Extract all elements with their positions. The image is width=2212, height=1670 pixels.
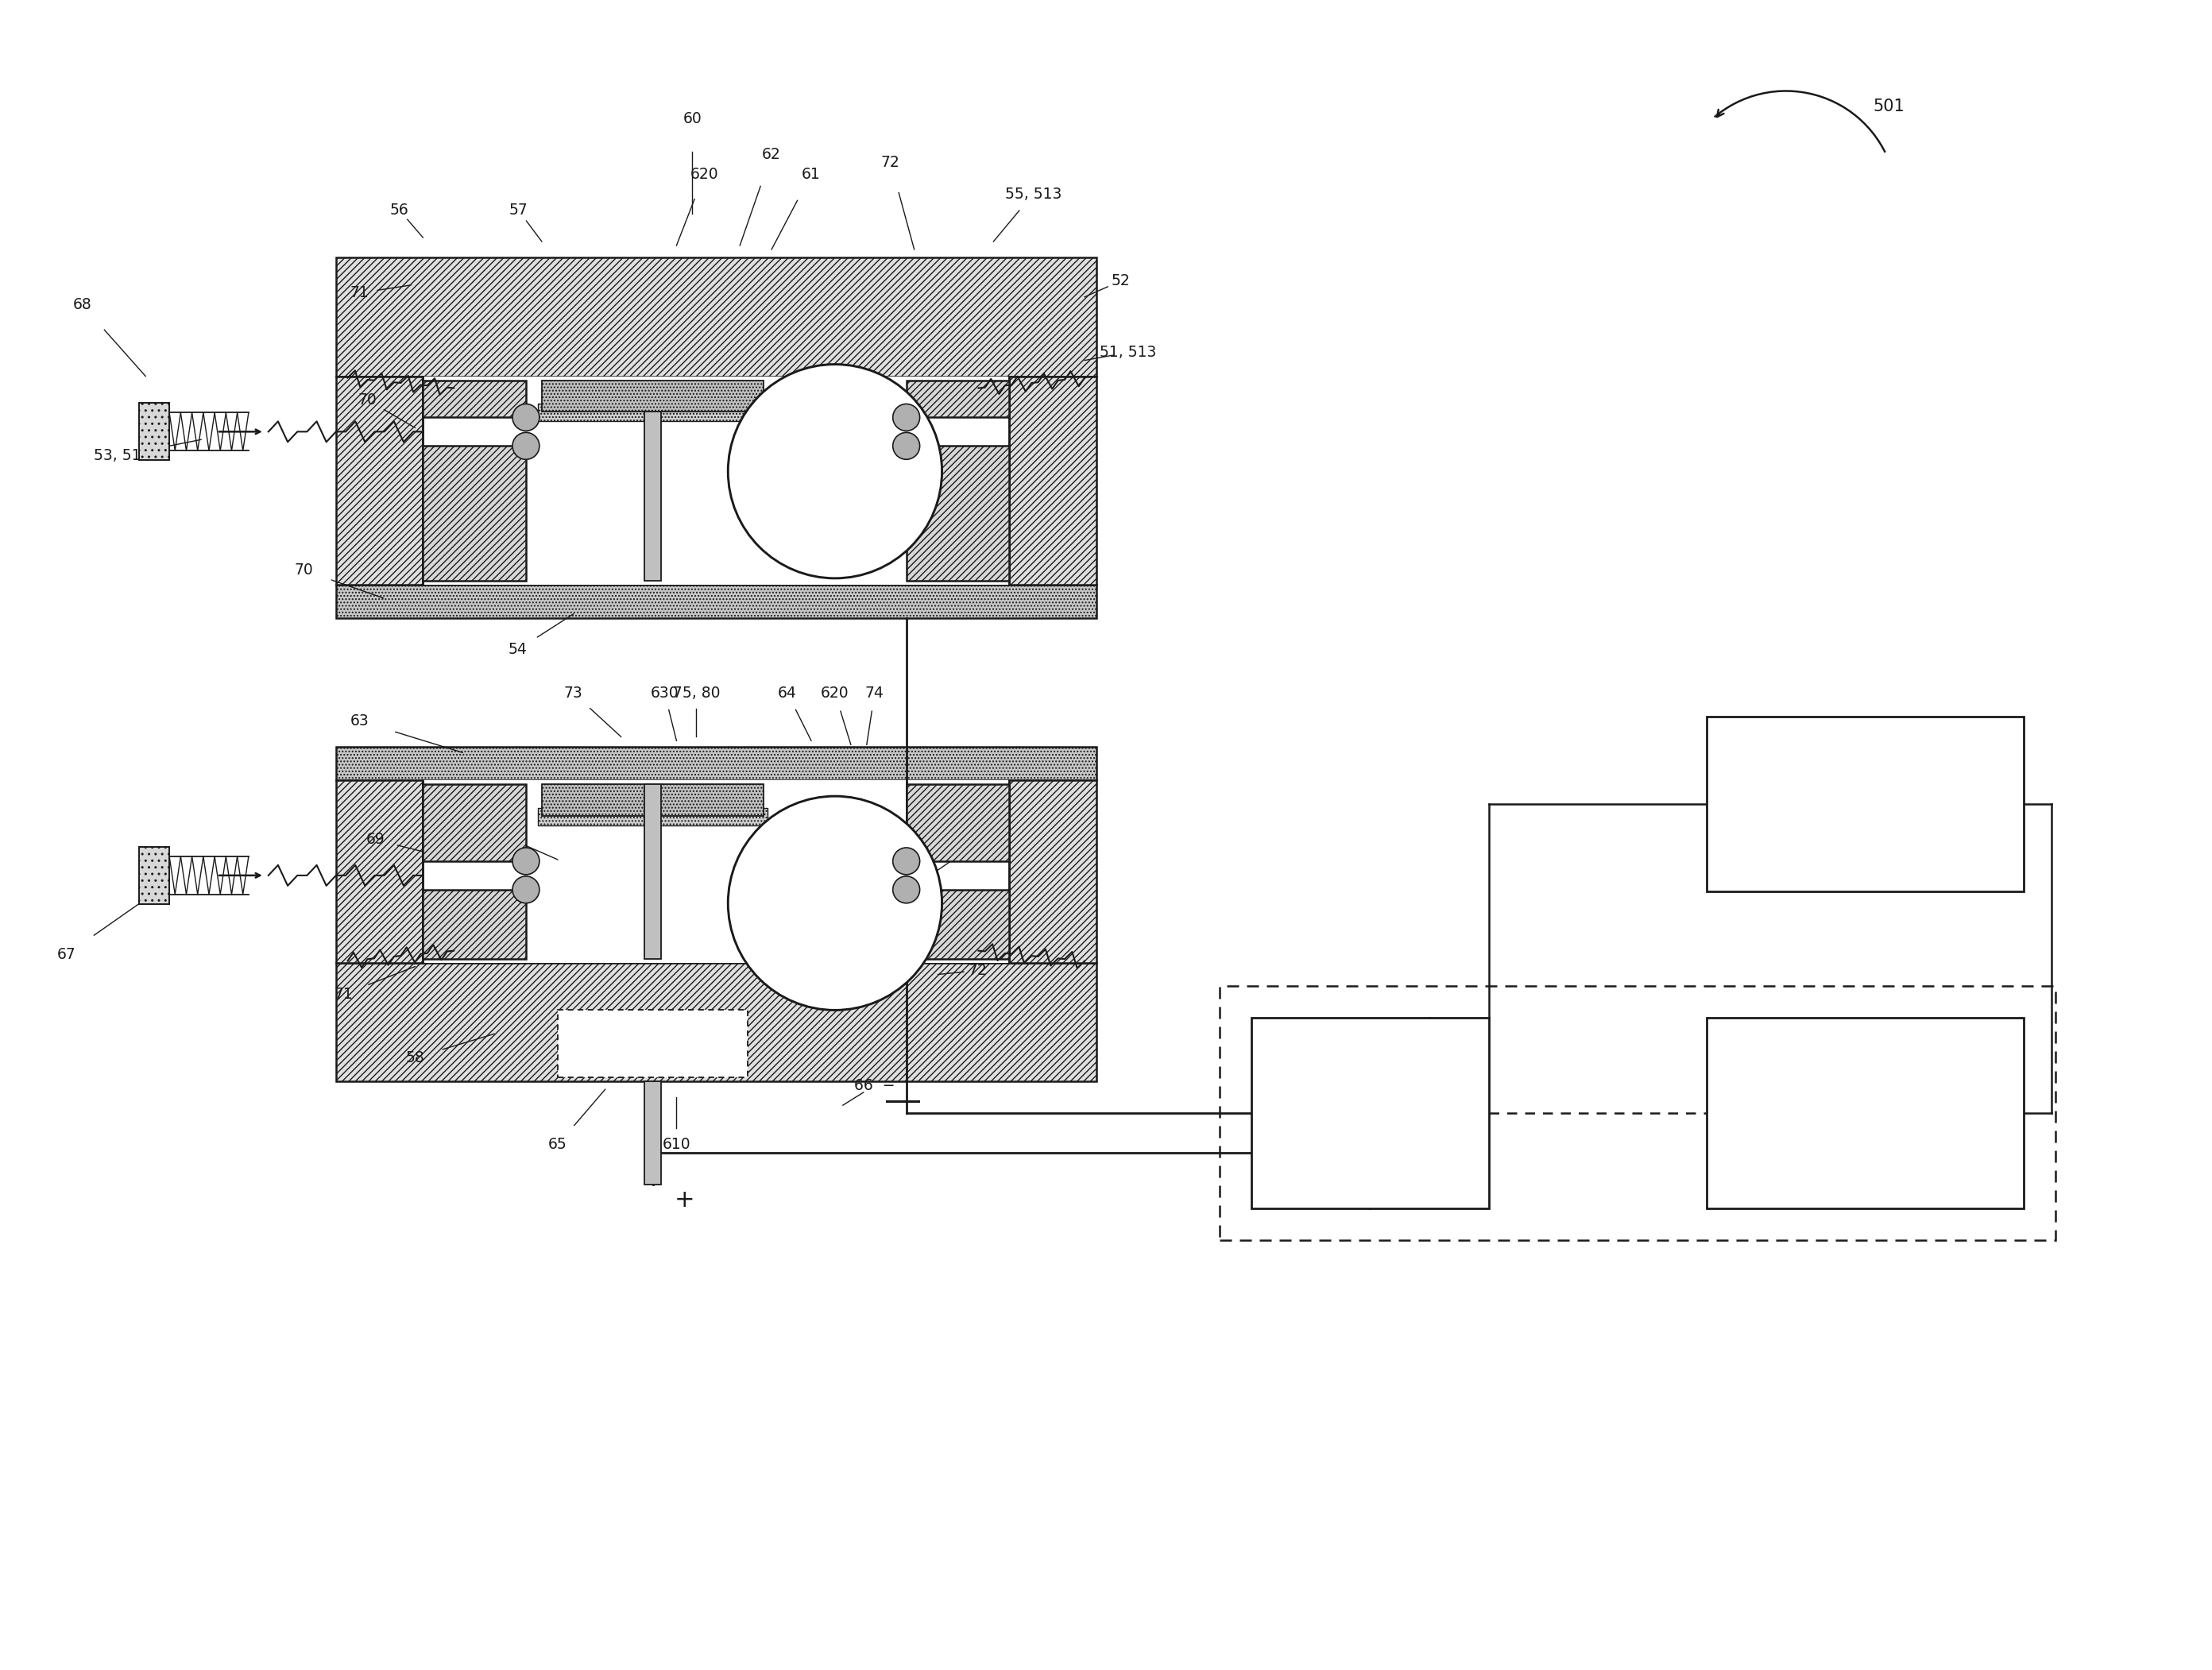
Text: 70: 70 [358, 392, 376, 407]
Text: 72: 72 [969, 964, 987, 979]
Text: 57: 57 [509, 202, 526, 217]
Bar [644, 412, 661, 581]
Circle shape [894, 404, 920, 431]
Bar [336, 780, 422, 962]
Bar [1708, 716, 2024, 892]
Text: 54: 54 [509, 641, 526, 656]
Bar [907, 785, 1009, 862]
Circle shape [728, 364, 942, 578]
Bar [1219, 987, 2055, 1239]
Text: 58: 58 [405, 1050, 425, 1065]
Circle shape [513, 877, 540, 903]
Text: Adjustment: Adjustment [1818, 1114, 1913, 1131]
Text: 66  −: 66 − [854, 1077, 896, 1092]
Bar [139, 847, 170, 903]
Circle shape [894, 848, 920, 875]
Bar [336, 746, 1097, 780]
Text: 67: 67 [58, 947, 75, 962]
Text: 56: 56 [389, 202, 409, 217]
Text: 72: 72 [880, 155, 900, 170]
Text: 76: 76 [1360, 1177, 1380, 1194]
Text: 63: 63 [349, 713, 369, 728]
Bar [422, 890, 526, 959]
Text: Power: Power [1840, 1064, 1891, 1079]
Text: 69: 69 [365, 832, 385, 847]
Text: +: + [675, 1189, 695, 1212]
Circle shape [894, 433, 920, 459]
Bar [139, 402, 170, 461]
Text: 71: 71 [334, 987, 354, 1002]
Bar [644, 785, 661, 959]
Text: Circuitry 79: Circuitry 79 [1816, 1166, 1913, 1182]
Text: 59: 59 [984, 825, 1002, 840]
Text: 68: 68 [73, 297, 91, 312]
Text: 74: 74 [865, 686, 885, 701]
Text: 75, 80: 75, 80 [672, 686, 719, 701]
Bar [907, 890, 1009, 959]
Bar [1252, 1019, 1489, 1207]
Bar [1009, 376, 1097, 584]
Text: System 790: System 790 [1816, 835, 1916, 850]
Bar [336, 376, 422, 584]
Bar [336, 780, 1097, 962]
Text: 501: 501 [1874, 99, 1905, 115]
Text: 620: 620 [821, 686, 849, 701]
Bar [422, 381, 526, 418]
Text: 60: 60 [684, 112, 701, 127]
Bar [1009, 780, 1097, 962]
Text: Active Control: Active Control [1807, 770, 1924, 787]
Bar [542, 785, 763, 817]
Circle shape [513, 848, 540, 875]
Circle shape [513, 433, 540, 459]
Bar [336, 584, 1097, 618]
Text: 53, 513: 53, 513 [93, 448, 150, 463]
Bar [422, 785, 526, 862]
Bar [1708, 1019, 2024, 1207]
Text: 70: 70 [294, 563, 314, 578]
Bar [422, 446, 526, 581]
Text: 71: 71 [349, 286, 369, 301]
Text: 62: 62 [763, 147, 781, 162]
Text: 73: 73 [564, 686, 584, 701]
Text: 620: 620 [690, 167, 719, 182]
Text: 51, 513: 51, 513 [1099, 346, 1157, 361]
Text: 64: 64 [779, 686, 796, 701]
Bar [336, 962, 1097, 1082]
Text: 65: 65 [549, 1137, 566, 1152]
Text: 630: 630 [650, 686, 679, 701]
Circle shape [513, 404, 540, 431]
Bar [557, 1010, 748, 1077]
Text: Supply: Supply [1343, 1134, 1398, 1149]
Text: 61: 61 [801, 167, 821, 182]
Bar [907, 446, 1009, 581]
Bar [538, 808, 768, 825]
Text: 55, 513: 55, 513 [1004, 187, 1062, 202]
Text: 630: 630 [480, 825, 509, 840]
Circle shape [894, 877, 920, 903]
Bar [336, 257, 1097, 376]
Text: 610: 610 [661, 1137, 690, 1152]
Bar [336, 376, 1097, 584]
Bar [542, 381, 763, 412]
Bar [538, 404, 768, 421]
Text: 52: 52 [1110, 274, 1130, 289]
Bar [644, 1082, 661, 1184]
Circle shape [728, 797, 942, 1010]
Bar [907, 381, 1009, 418]
Text: Power: Power [1345, 1077, 1396, 1092]
